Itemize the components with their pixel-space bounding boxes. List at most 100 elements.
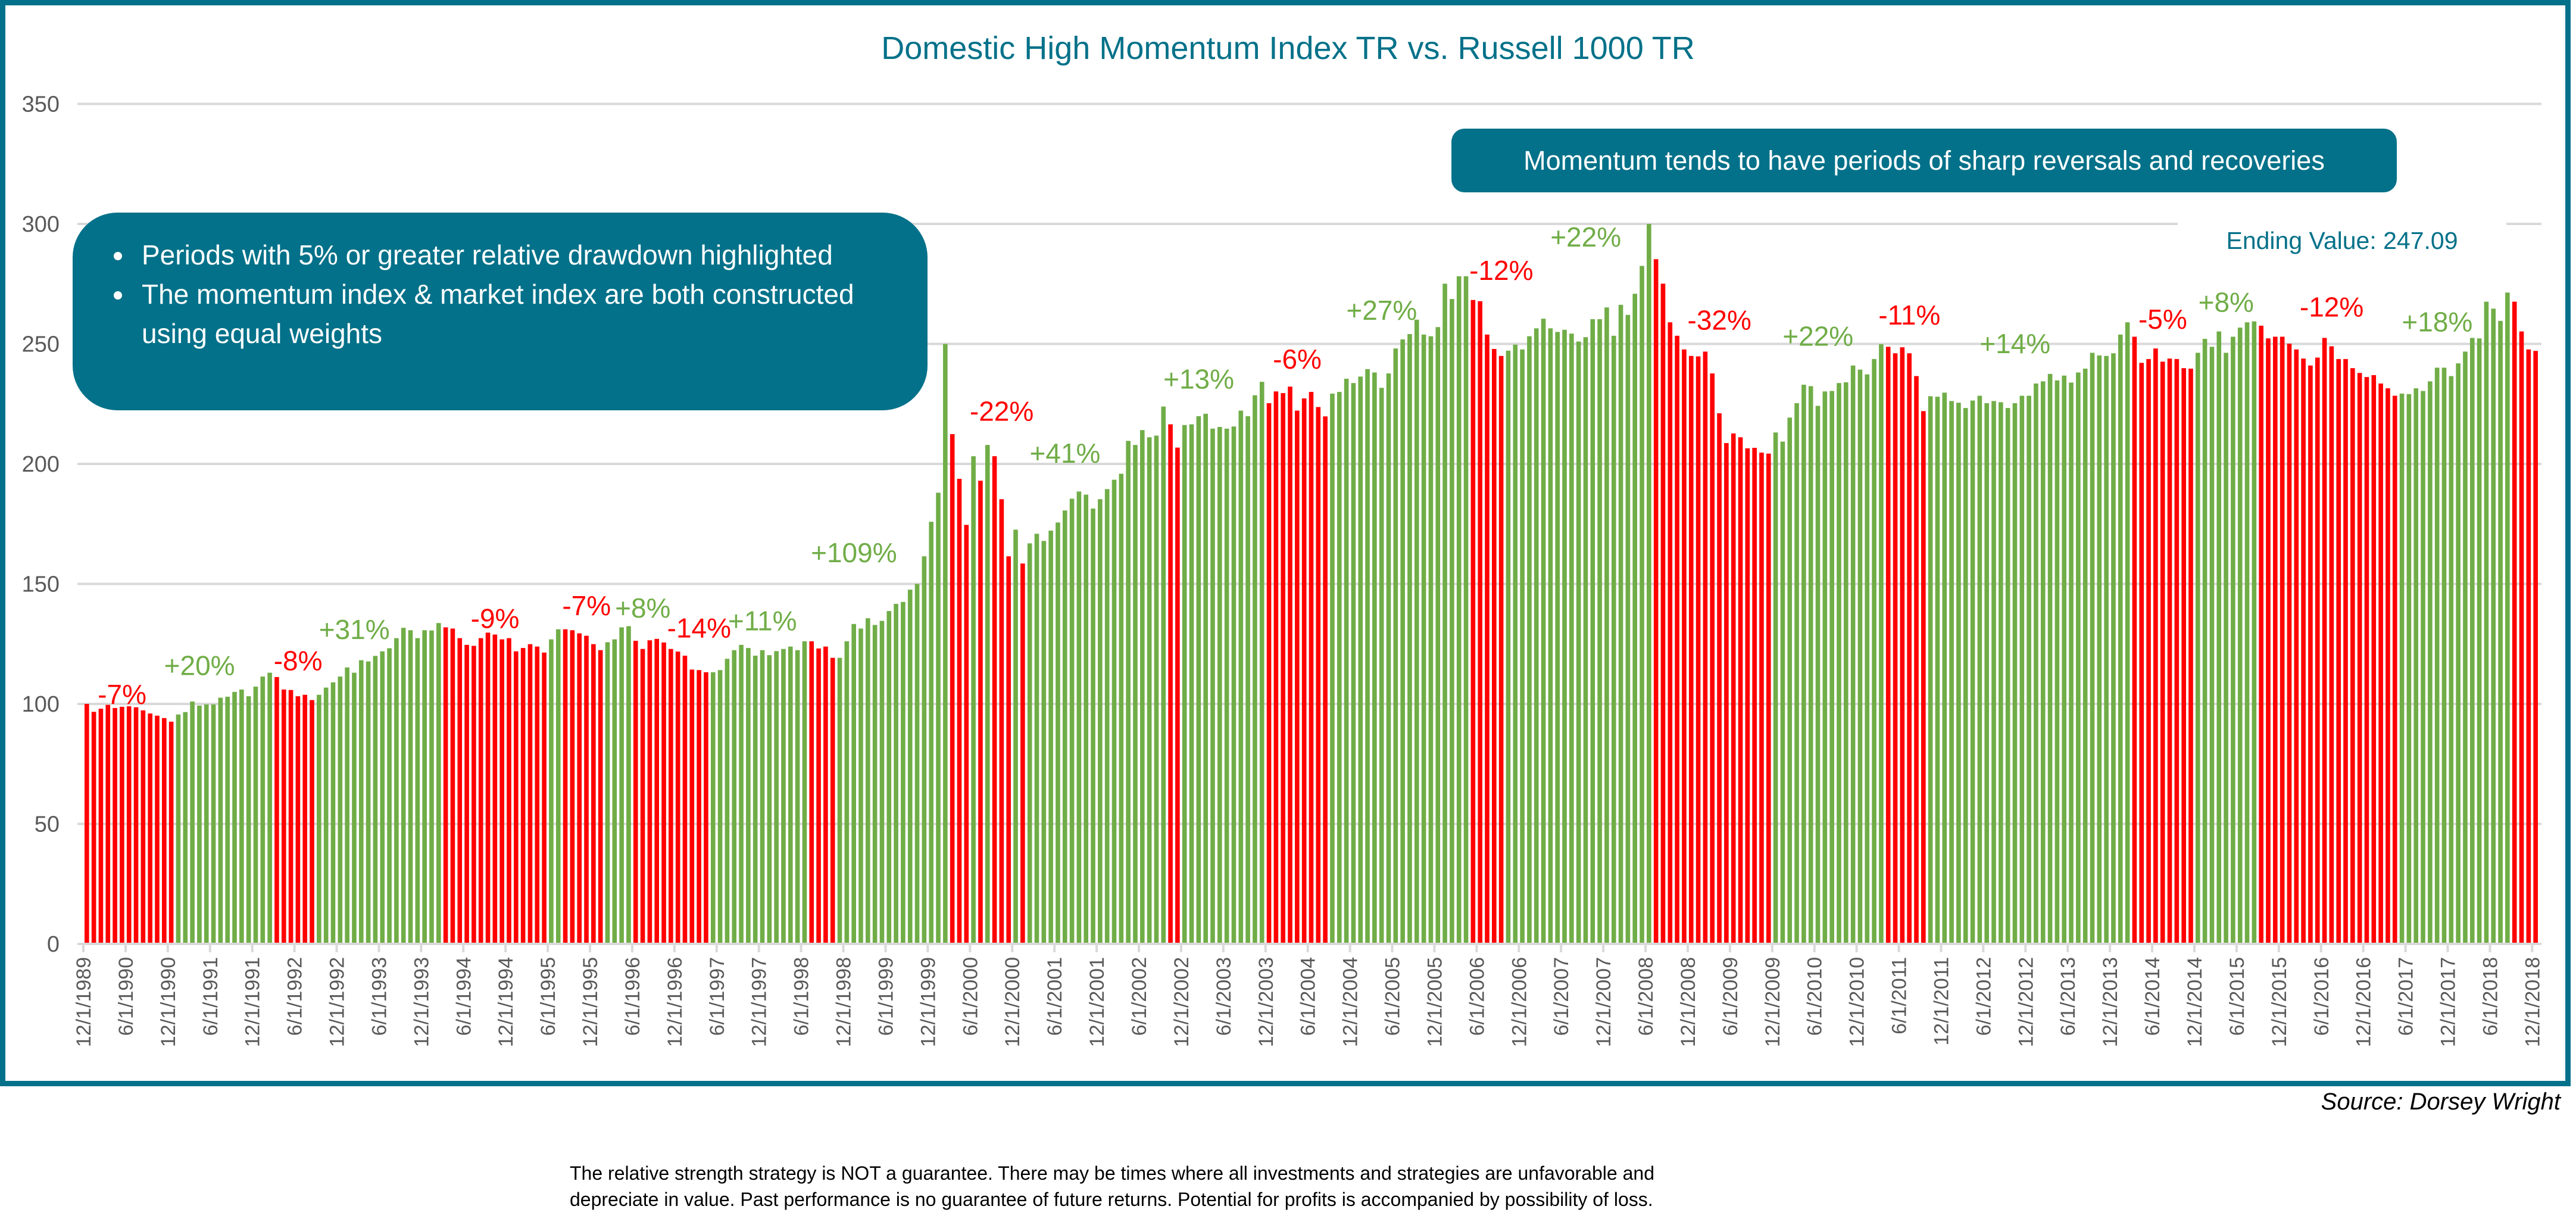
bar-drawdown bbox=[647, 640, 652, 944]
bar-recovery bbox=[2202, 339, 2207, 944]
bar-recovery bbox=[1640, 266, 1644, 944]
x-tick-label: 12/1/2002 bbox=[1170, 957, 1193, 1047]
bar-drawdown bbox=[999, 499, 1004, 944]
bar-recovery bbox=[2076, 372, 2081, 944]
annotation-label: -9% bbox=[471, 603, 520, 634]
bar-recovery bbox=[1365, 369, 1370, 944]
bar-drawdown bbox=[2188, 369, 2193, 944]
annotation-label: -6% bbox=[1273, 344, 1322, 375]
x-tick-label: 12/1/1991 bbox=[242, 957, 264, 1047]
bar-recovery bbox=[1351, 383, 1356, 944]
bar-recovery bbox=[732, 650, 737, 944]
annotation-label: -5% bbox=[2138, 304, 2187, 335]
bar-recovery bbox=[2498, 320, 2503, 944]
bar-recovery bbox=[2027, 395, 2031, 944]
bar-recovery bbox=[901, 601, 905, 944]
bar-drawdown bbox=[978, 481, 983, 944]
bar-recovery bbox=[2047, 373, 2053, 944]
bar-recovery bbox=[767, 655, 772, 944]
x-tick-label: 12/1/2011 bbox=[1930, 957, 1953, 1046]
bar-recovery bbox=[1829, 391, 1834, 944]
annotation-label: -12% bbox=[2300, 291, 2363, 322]
bar-recovery bbox=[2005, 408, 2010, 944]
bar-drawdown bbox=[633, 641, 638, 944]
x-tick-label: 6/1/1997 bbox=[706, 957, 729, 1036]
bar-recovery bbox=[2034, 383, 2038, 944]
bar-recovery bbox=[436, 623, 441, 944]
bar-recovery bbox=[1407, 333, 1412, 944]
x-tick-label: 12/1/2012 bbox=[2015, 957, 2037, 1047]
bar-recovery bbox=[2441, 367, 2447, 944]
bar-recovery bbox=[2456, 363, 2461, 944]
bar-recovery bbox=[746, 648, 751, 944]
bar-drawdown bbox=[2273, 336, 2278, 944]
bar-drawdown bbox=[2132, 336, 2137, 944]
x-tick-label: 6/1/1995 bbox=[537, 957, 560, 1036]
bar-drawdown bbox=[1498, 356, 1504, 944]
annotation-label: +27% bbox=[1346, 295, 1417, 326]
bar-recovery bbox=[1590, 319, 1595, 945]
bar-recovery bbox=[1456, 276, 1462, 944]
bar-drawdown bbox=[1921, 411, 1926, 944]
x-tick-label: 6/1/1996 bbox=[622, 957, 644, 1036]
bar-recovery bbox=[802, 641, 807, 944]
x-tick-label: 12/1/2009 bbox=[1762, 957, 1784, 1047]
bar-drawdown bbox=[1675, 335, 1679, 944]
x-tick-label: 6/1/2005 bbox=[1382, 957, 1404, 1036]
bar-drawdown bbox=[584, 635, 589, 944]
bar-drawdown bbox=[1668, 322, 1673, 944]
bar-drawdown bbox=[704, 672, 708, 944]
bar-recovery bbox=[1956, 403, 1961, 944]
x-tick-label: 6/1/2009 bbox=[1719, 957, 1742, 1036]
bar-recovery bbox=[619, 627, 624, 944]
bar-drawdown bbox=[1175, 447, 1180, 944]
x-tick-label: 6/1/1993 bbox=[368, 957, 391, 1036]
bar-recovery bbox=[788, 646, 793, 944]
bar-drawdown bbox=[1759, 453, 1764, 944]
bar-drawdown bbox=[2315, 357, 2320, 944]
source-note: Source: Dorsey Wright bbox=[2321, 1089, 2561, 1115]
bar-recovery bbox=[2449, 376, 2454, 944]
bar-recovery bbox=[190, 701, 195, 944]
bar-recovery bbox=[1098, 499, 1103, 944]
bar-drawdown bbox=[950, 434, 955, 944]
bar-drawdown bbox=[1492, 348, 1497, 944]
bar-recovery bbox=[1984, 403, 1989, 944]
annotation-label: +18% bbox=[2402, 306, 2472, 337]
bar-drawdown bbox=[2266, 338, 2271, 944]
bar-recovery bbox=[1027, 543, 1032, 944]
x-tick-label: 12/1/2005 bbox=[1423, 957, 1446, 1047]
bar-recovery bbox=[225, 696, 230, 944]
bar-drawdown bbox=[570, 630, 575, 944]
bar-drawdown bbox=[1478, 301, 1482, 944]
bar-recovery bbox=[2012, 403, 2018, 944]
bar-drawdown bbox=[1766, 453, 1771, 944]
bar-recovery bbox=[943, 344, 948, 944]
bar-drawdown bbox=[492, 634, 498, 944]
bar-drawdown bbox=[1738, 437, 1743, 944]
bar-drawdown bbox=[992, 456, 997, 944]
x-tick-label: 6/1/2011 bbox=[1888, 957, 1911, 1034]
bar-recovery bbox=[394, 638, 399, 944]
x-tick-label: 12/1/2016 bbox=[2353, 957, 2375, 1047]
x-tick-label: 6/1/2003 bbox=[1213, 957, 1235, 1036]
x-tick-label: 12/1/2001 bbox=[1086, 957, 1109, 1047]
bar-recovery bbox=[851, 624, 856, 944]
bar-recovery bbox=[605, 642, 610, 944]
x-tick-label: 6/1/2015 bbox=[2226, 957, 2249, 1036]
bar-recovery bbox=[1555, 332, 1560, 944]
bar-recovery bbox=[929, 522, 933, 944]
bar-drawdown bbox=[830, 657, 835, 944]
bar-recovery bbox=[1442, 283, 1447, 945]
y-axis-labels: 0 50 100 150 200 250 300 350 bbox=[22, 92, 60, 958]
bar-recovery bbox=[1534, 328, 1539, 945]
bar-drawdown bbox=[1893, 353, 1898, 944]
bar-recovery bbox=[922, 556, 927, 944]
x-tick-label: 6/1/1991 bbox=[199, 957, 222, 1036]
bar-recovery bbox=[717, 670, 723, 944]
bar-recovery bbox=[1844, 382, 1849, 944]
y-tick-label: 300 bbox=[22, 212, 60, 237]
bar-drawdown bbox=[1266, 403, 1272, 944]
x-tick-label: 6/1/2018 bbox=[2479, 957, 2502, 1036]
